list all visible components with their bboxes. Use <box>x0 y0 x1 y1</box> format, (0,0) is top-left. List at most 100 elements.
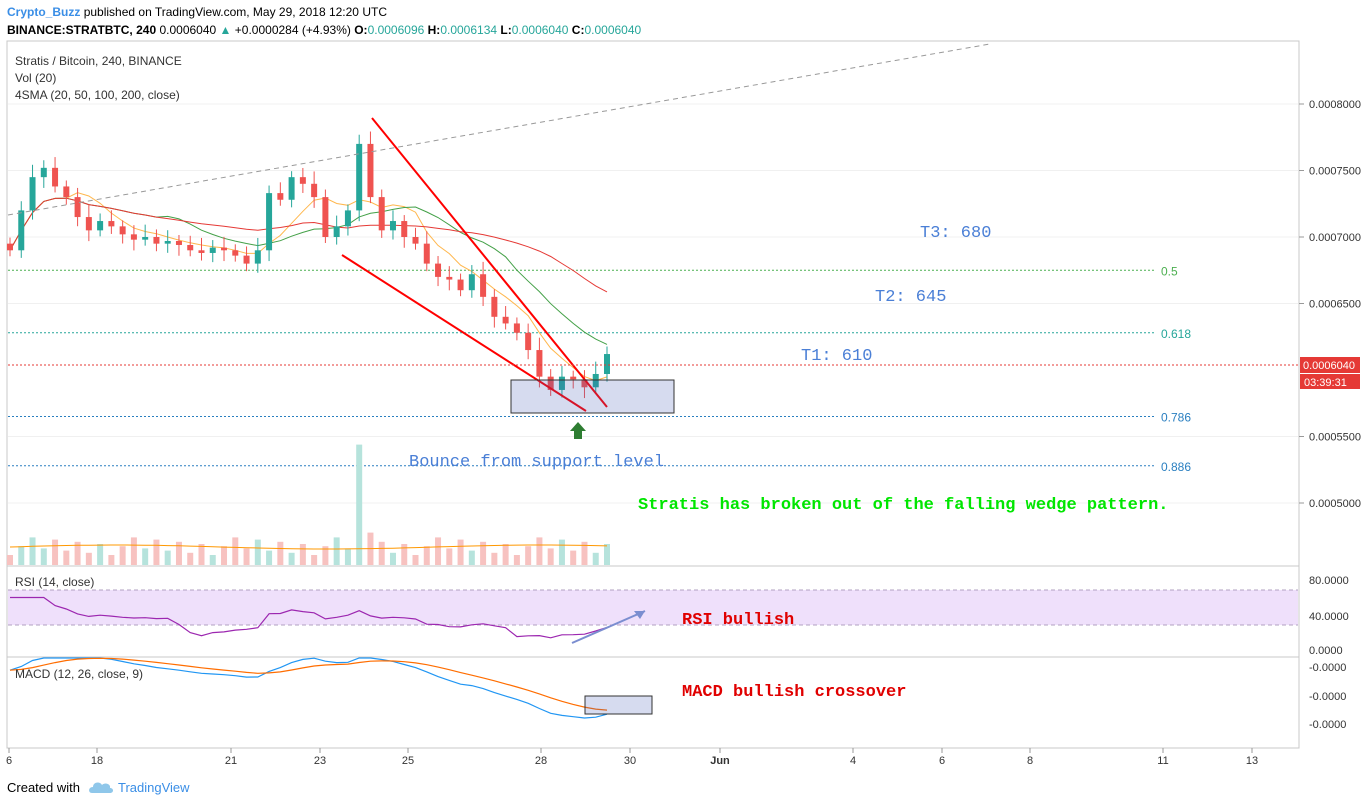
support-box[interactable] <box>510 379 675 414</box>
up-arrow-icon: ▲ <box>219 23 232 37</box>
x-tick-label: 28 <box>535 755 547 767</box>
candle-body <box>232 250 239 256</box>
fib-level-label: 0.786 <box>1161 411 1191 425</box>
rsi-tick-label: 40.0000 <box>1309 611 1349 623</box>
tradingview-link[interactable]: TradingView <box>118 780 190 795</box>
fib-level-label: 0.618 <box>1161 327 1191 341</box>
candle-body <box>356 143 363 211</box>
rsi-band <box>8 590 1298 625</box>
candle-body <box>423 243 430 264</box>
macd-tick-label: -0.0000 <box>1309 662 1346 674</box>
trendline-dashed[interactable] <box>7 43 991 216</box>
price-change: +0.0000284 (+4.93%) <box>234 23 351 37</box>
candle-body <box>592 373 599 388</box>
rsi-tick-label: 0.0000 <box>1309 645 1343 657</box>
x-tick-label: 21 <box>225 755 237 767</box>
low-label: L: <box>500 23 512 37</box>
fib-levels: 0.5 0.618 0.786 0.886 <box>8 264 1191 474</box>
macd-highlight-box[interactable] <box>584 695 653 715</box>
open-label: O: <box>354 23 368 37</box>
candle-body <box>153 237 160 244</box>
sma-line <box>9 197 608 345</box>
candle-body <box>52 167 59 187</box>
wedge-upper-line[interactable] <box>371 117 608 408</box>
candle-body <box>446 276 453 280</box>
volume-bar <box>604 544 610 565</box>
volume-bar <box>74 541 81 565</box>
volume-bar <box>198 544 205 565</box>
candle-body <box>198 250 205 253</box>
candle-body <box>333 226 340 237</box>
volume-bar <box>513 555 520 565</box>
rsi-arrow-line[interactable] <box>571 610 646 644</box>
price-badge <box>1300 357 1360 373</box>
candle-body <box>468 274 475 291</box>
candle-body <box>435 263 442 277</box>
grid-layer <box>8 103 1298 504</box>
timer-badge <box>1300 374 1360 389</box>
y-tick-label: 0.0006500 <box>1309 299 1361 311</box>
candle-body <box>322 197 329 237</box>
volume-bar <box>558 539 565 565</box>
volume-bar <box>142 548 149 565</box>
target-t2: T2: 645 <box>875 288 946 307</box>
candle-body <box>412 237 419 244</box>
publish-line: Crypto_Buzz published on TradingView.com… <box>7 5 387 19</box>
candle-body <box>344 210 351 227</box>
arrow-head-icon <box>634 611 645 619</box>
volume-bar <box>97 544 104 565</box>
author-link[interactable]: Crypto_Buzz <box>7 5 81 19</box>
volume-bar <box>40 548 47 565</box>
volume-bar <box>18 546 25 565</box>
candle-body <box>18 210 25 251</box>
candle-body <box>480 274 487 297</box>
candle-body <box>378 197 385 231</box>
volume-bar <box>389 552 396 565</box>
candle-body <box>187 244 194 251</box>
pane-frames <box>6 40 1300 749</box>
candle-body <box>558 376 565 390</box>
volume-bar <box>108 555 115 565</box>
y-tick-label: 0.0005000 <box>1309 498 1361 510</box>
candle-body <box>97 221 104 231</box>
volume-bar <box>232 537 239 565</box>
macd-tick-label: -0.0000 <box>1309 691 1346 703</box>
volume-bar <box>85 552 92 565</box>
candle-body <box>491 296 498 317</box>
volume-bar <box>288 552 295 565</box>
symbol-line: BINANCE:STRATBTC, 240 0.0006040 ▲ +0.000… <box>7 23 641 37</box>
volume-bar <box>63 550 70 565</box>
close-value: 0.0006040 <box>584 23 642 37</box>
x-tick-label: Jun <box>710 755 730 767</box>
candle-body <box>547 376 554 390</box>
fib-level-label: 0.5 <box>1161 264 1178 278</box>
high-value: 0.0006134 <box>440 23 498 37</box>
candle-body <box>40 167 47 178</box>
volume-bar <box>480 541 487 565</box>
candle-body <box>130 234 137 240</box>
wedge-lower-line[interactable] <box>341 254 587 412</box>
candle-body <box>7 243 13 251</box>
y-tick-label: 0.0007500 <box>1309 166 1361 178</box>
x-tick-label: 11 <box>1157 755 1168 767</box>
volume-bar <box>378 541 385 565</box>
legend-sma: 4SMA (20, 50, 100, 200, close) <box>15 88 180 102</box>
candle-body <box>85 217 92 231</box>
volume-bar <box>7 555 13 565</box>
volume-bar <box>491 552 498 565</box>
timer-badge-text: 03:39:31 <box>1304 377 1347 389</box>
candle-body <box>108 221 115 227</box>
x-tick-label: 23 <box>314 755 326 767</box>
candle-body <box>175 240 182 245</box>
volume-bar <box>130 537 137 565</box>
legend-title: Stratis / Bitcoin, 240, BINANCE <box>15 54 182 68</box>
rsi-tick-label: 80.0000 <box>1309 575 1349 587</box>
candle-body <box>367 143 374 198</box>
tradingview-logo-icon <box>89 782 113 793</box>
volume-bar <box>254 539 261 565</box>
x-tick-label: 25 <box>402 755 414 767</box>
volume-bar <box>536 537 543 565</box>
volume-bar <box>423 546 430 565</box>
target-t3: T3: 680 <box>920 224 991 243</box>
